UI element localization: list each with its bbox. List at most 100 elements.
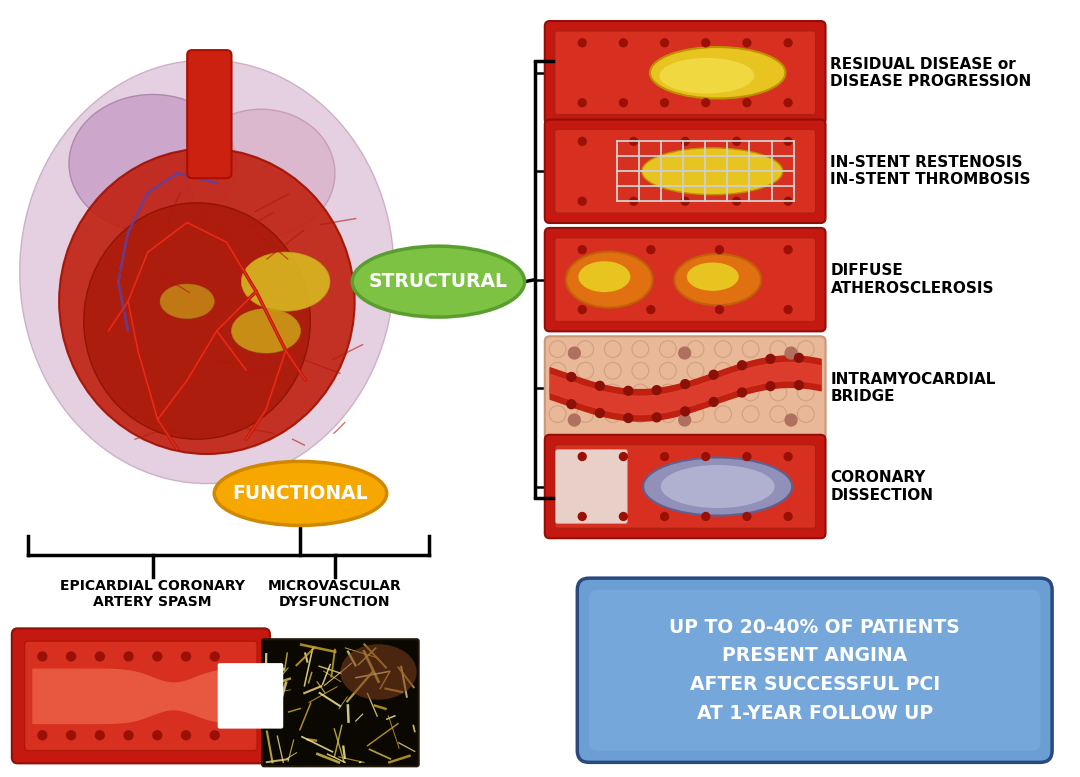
FancyBboxPatch shape	[555, 450, 627, 524]
Ellipse shape	[231, 308, 300, 353]
Circle shape	[743, 453, 751, 461]
Ellipse shape	[59, 148, 354, 454]
Circle shape	[153, 652, 162, 661]
Text: UP TO 20-40% OF PATIENTS
PRESENT ANGINA
AFTER SUCCESSFUL PCI
AT 1-YEAR FOLLOW UP: UP TO 20-40% OF PATIENTS PRESENT ANGINA …	[670, 618, 960, 723]
Ellipse shape	[644, 458, 792, 515]
Circle shape	[595, 382, 604, 390]
Circle shape	[710, 398, 718, 406]
Ellipse shape	[660, 58, 754, 93]
Circle shape	[795, 354, 804, 362]
Circle shape	[568, 347, 580, 359]
Ellipse shape	[241, 252, 330, 311]
Circle shape	[578, 39, 586, 47]
Circle shape	[595, 409, 604, 417]
Circle shape	[578, 513, 586, 521]
Circle shape	[661, 99, 669, 106]
Circle shape	[181, 731, 190, 740]
Circle shape	[743, 99, 751, 106]
Circle shape	[661, 453, 669, 461]
Circle shape	[647, 246, 654, 253]
FancyBboxPatch shape	[589, 590, 1040, 751]
Circle shape	[702, 513, 710, 521]
FancyBboxPatch shape	[544, 435, 825, 538]
Ellipse shape	[352, 246, 525, 317]
FancyBboxPatch shape	[555, 31, 815, 115]
FancyBboxPatch shape	[187, 50, 231, 178]
Circle shape	[567, 399, 576, 409]
Circle shape	[795, 381, 804, 389]
FancyBboxPatch shape	[544, 120, 825, 223]
Text: EPICARDIAL CORONARY
ARTERY SPASM: EPICARDIAL CORONARY ARTERY SPASM	[60, 579, 245, 609]
Circle shape	[578, 246, 586, 253]
Circle shape	[716, 246, 724, 253]
Circle shape	[578, 305, 586, 314]
Circle shape	[578, 197, 586, 205]
FancyBboxPatch shape	[555, 130, 815, 213]
Text: DIFFUSE
ATHEROSCLEROSIS: DIFFUSE ATHEROSCLEROSIS	[831, 263, 994, 296]
Circle shape	[124, 731, 133, 740]
FancyBboxPatch shape	[262, 639, 419, 766]
Circle shape	[38, 731, 46, 740]
Circle shape	[784, 305, 792, 314]
Ellipse shape	[642, 148, 783, 195]
Circle shape	[743, 513, 751, 521]
Circle shape	[766, 354, 775, 364]
Circle shape	[620, 513, 627, 521]
Circle shape	[181, 652, 190, 661]
Circle shape	[681, 197, 689, 205]
Circle shape	[710, 371, 718, 379]
Text: RESIDUAL DISEASE or
DISEASE PROGRESSION: RESIDUAL DISEASE or DISEASE PROGRESSION	[831, 57, 1031, 89]
Circle shape	[661, 513, 669, 521]
Circle shape	[652, 413, 661, 422]
Circle shape	[153, 731, 162, 740]
Circle shape	[620, 453, 627, 461]
Circle shape	[67, 731, 76, 740]
Ellipse shape	[674, 254, 761, 305]
FancyBboxPatch shape	[555, 444, 815, 528]
Circle shape	[678, 414, 690, 426]
FancyBboxPatch shape	[555, 238, 815, 322]
Circle shape	[785, 414, 797, 426]
Ellipse shape	[84, 203, 310, 439]
FancyBboxPatch shape	[578, 578, 1052, 762]
Circle shape	[630, 138, 637, 145]
Text: MICROVASCULAR
DYSFUNCTION: MICROVASCULAR DYSFUNCTION	[268, 579, 402, 609]
Circle shape	[716, 305, 724, 314]
Ellipse shape	[19, 60, 394, 483]
Circle shape	[784, 453, 792, 461]
Circle shape	[630, 197, 637, 205]
Circle shape	[578, 453, 586, 461]
Circle shape	[743, 39, 751, 47]
Circle shape	[678, 347, 690, 359]
FancyBboxPatch shape	[25, 641, 257, 751]
Text: IN-STENT RESTENOSIS
IN-STENT THROMBOSIS: IN-STENT RESTENOSIS IN-STENT THROMBOSIS	[831, 155, 1031, 187]
Text: STRUCTURAL: STRUCTURAL	[369, 272, 508, 291]
Circle shape	[661, 39, 669, 47]
Circle shape	[624, 386, 633, 395]
Circle shape	[702, 39, 710, 47]
FancyBboxPatch shape	[218, 663, 283, 729]
Circle shape	[784, 39, 792, 47]
Circle shape	[738, 361, 746, 370]
Circle shape	[784, 99, 792, 106]
Circle shape	[652, 385, 661, 395]
Circle shape	[702, 99, 710, 106]
FancyBboxPatch shape	[12, 629, 270, 763]
Ellipse shape	[69, 95, 237, 232]
Circle shape	[567, 372, 576, 382]
Ellipse shape	[214, 462, 387, 525]
Circle shape	[211, 652, 219, 661]
Circle shape	[784, 138, 792, 145]
Circle shape	[95, 652, 105, 661]
Circle shape	[67, 652, 76, 661]
Circle shape	[732, 197, 741, 205]
Circle shape	[732, 138, 741, 145]
Text: FUNCTIONAL: FUNCTIONAL	[232, 484, 368, 503]
Circle shape	[620, 39, 627, 47]
Circle shape	[784, 197, 792, 205]
Circle shape	[38, 652, 46, 661]
Ellipse shape	[650, 47, 785, 99]
Ellipse shape	[687, 263, 739, 291]
FancyBboxPatch shape	[544, 336, 825, 440]
Ellipse shape	[187, 110, 335, 237]
